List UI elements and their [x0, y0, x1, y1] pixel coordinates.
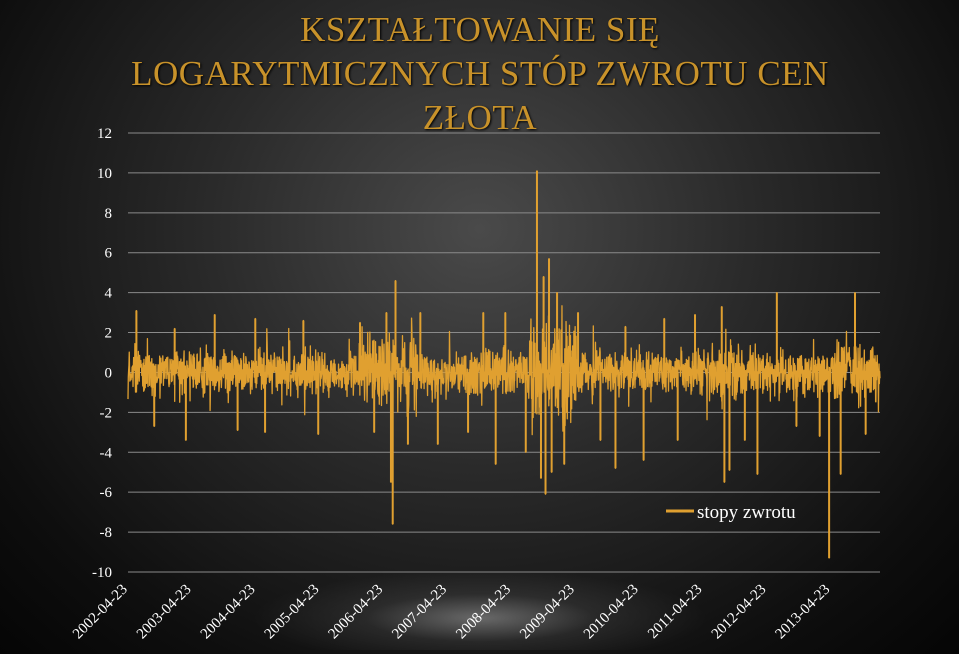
y-tick-label: -4	[100, 445, 113, 461]
title-line-2: LOGARYTMICZNYCH STÓP ZWROTU CEN	[131, 54, 829, 93]
title-line-1: KSZTAŁTOWANIE SIĘ	[300, 10, 660, 49]
y-tick-label: -2	[100, 405, 113, 421]
chart-title: KSZTAŁTOWANIE SIĘ LOGARYTMICZNYCH STÓP Z…	[60, 8, 900, 140]
x-axis-ticks: 2002-04-23 2003-04-23 2004-04-23 2005-04-23…	[70, 582, 833, 643]
x-tick-label: 2009-04-23	[517, 582, 578, 643]
x-tick-label: 2002-04-23	[70, 582, 131, 643]
floor-glow	[250, 570, 710, 650]
series-stopy-zwrotu	[127, 170, 881, 559]
x-tick-label: 2007-04-23	[389, 582, 450, 643]
gridlines	[128, 132, 880, 573]
x-tick-label: 2003-04-23	[134, 582, 195, 643]
y-tick-label: 8	[105, 206, 113, 222]
legend-label-stopy-zwrotu: stopy zwrotu	[697, 502, 796, 523]
y-tick-label: 0	[105, 365, 113, 381]
x-tick-label: 2005-04-23	[262, 582, 323, 643]
x-tick-label: 2006-04-23	[325, 582, 386, 643]
title-line-3: ZŁOTA	[422, 98, 538, 137]
series-line-stopy-zwrotu	[127, 170, 881, 559]
x-tick-label: 2011-04-23	[645, 582, 705, 642]
y-tick-label: 4	[105, 286, 113, 302]
y-axis-ticks: 12 10 8 6 4 2 0 -2 -4 -6 -8 -10	[92, 126, 113, 581]
x-tick-label: 2004-04-23	[198, 582, 259, 643]
y-tick-label: 6	[105, 246, 113, 262]
y-tick-label: -8	[100, 525, 113, 541]
x-tick-label: 2010-04-23	[581, 582, 642, 643]
x-tick-label: 2013-04-23	[773, 582, 834, 643]
x-tick-label: 2012-04-23	[709, 582, 770, 643]
y-tick-label: -10	[92, 565, 112, 581]
legend: stopy zwrotu	[666, 502, 796, 523]
y-tick-label: 10	[97, 166, 112, 182]
x-tick-label: 2008-04-23	[453, 582, 514, 643]
y-tick-label: -6	[100, 485, 113, 501]
y-tick-label: 12	[97, 126, 112, 142]
y-tick-label: 2	[105, 326, 113, 342]
